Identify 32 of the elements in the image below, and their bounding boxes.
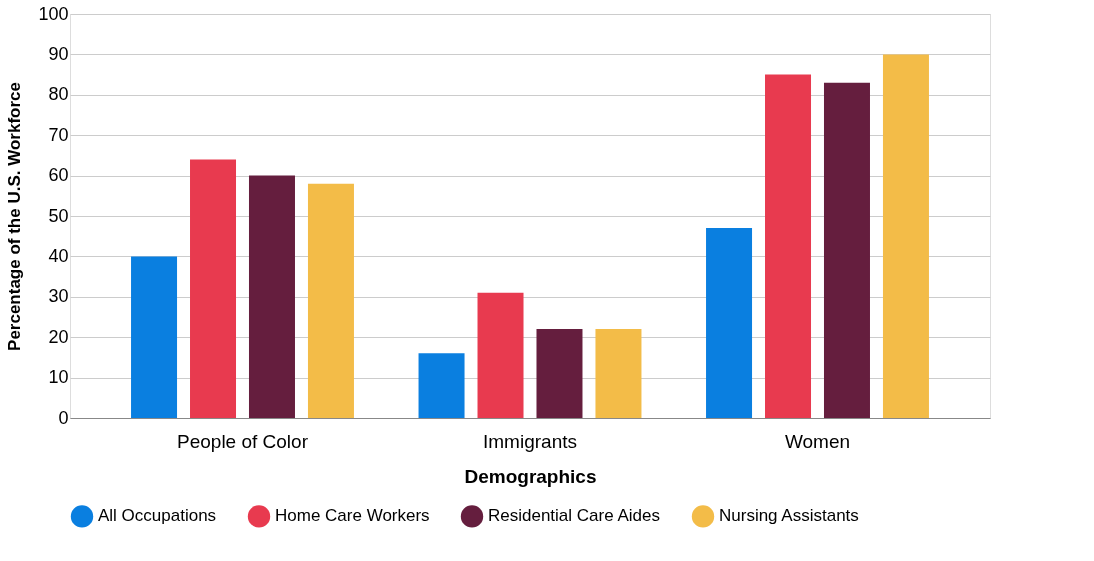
legend-label: Home Care Workers bbox=[275, 506, 430, 526]
x-tick-label: People of Color bbox=[177, 430, 309, 452]
bar bbox=[765, 74, 812, 418]
bar bbox=[307, 183, 354, 418]
bar bbox=[536, 329, 583, 418]
y-tick-label: 100 bbox=[38, 3, 69, 24]
legend-label: Nursing Assistants bbox=[719, 506, 859, 526]
bar bbox=[248, 175, 295, 418]
legend-label: Residential Care Aides bbox=[488, 506, 660, 526]
bar bbox=[595, 329, 642, 418]
bar bbox=[190, 159, 237, 418]
y-tick-label: 60 bbox=[48, 165, 69, 186]
y-tick-label: 90 bbox=[48, 43, 69, 64]
y-tick-label: 70 bbox=[48, 124, 69, 145]
bar bbox=[823, 82, 870, 418]
y-tick-label: 20 bbox=[48, 326, 69, 347]
x-tick-label: Women bbox=[784, 430, 851, 452]
bar bbox=[418, 353, 465, 418]
x-tick-label: Immigrants bbox=[483, 430, 577, 452]
bar bbox=[131, 256, 178, 418]
y-axis-title: Percentage of the U.S. Workforce bbox=[5, 82, 25, 351]
bar bbox=[706, 228, 753, 418]
bar bbox=[882, 54, 929, 418]
bar bbox=[477, 292, 524, 418]
y-tick-label: 30 bbox=[48, 286, 69, 307]
y-tick-label: 50 bbox=[48, 205, 69, 226]
y-tick-label: 10 bbox=[48, 367, 69, 388]
y-tick-label: 80 bbox=[48, 84, 69, 105]
y-tick-label: 40 bbox=[48, 245, 69, 266]
legend-label: All Occupations bbox=[98, 506, 217, 526]
x-axis-title: Demographics bbox=[464, 465, 597, 487]
y-tick-label: 0 bbox=[58, 407, 69, 428]
